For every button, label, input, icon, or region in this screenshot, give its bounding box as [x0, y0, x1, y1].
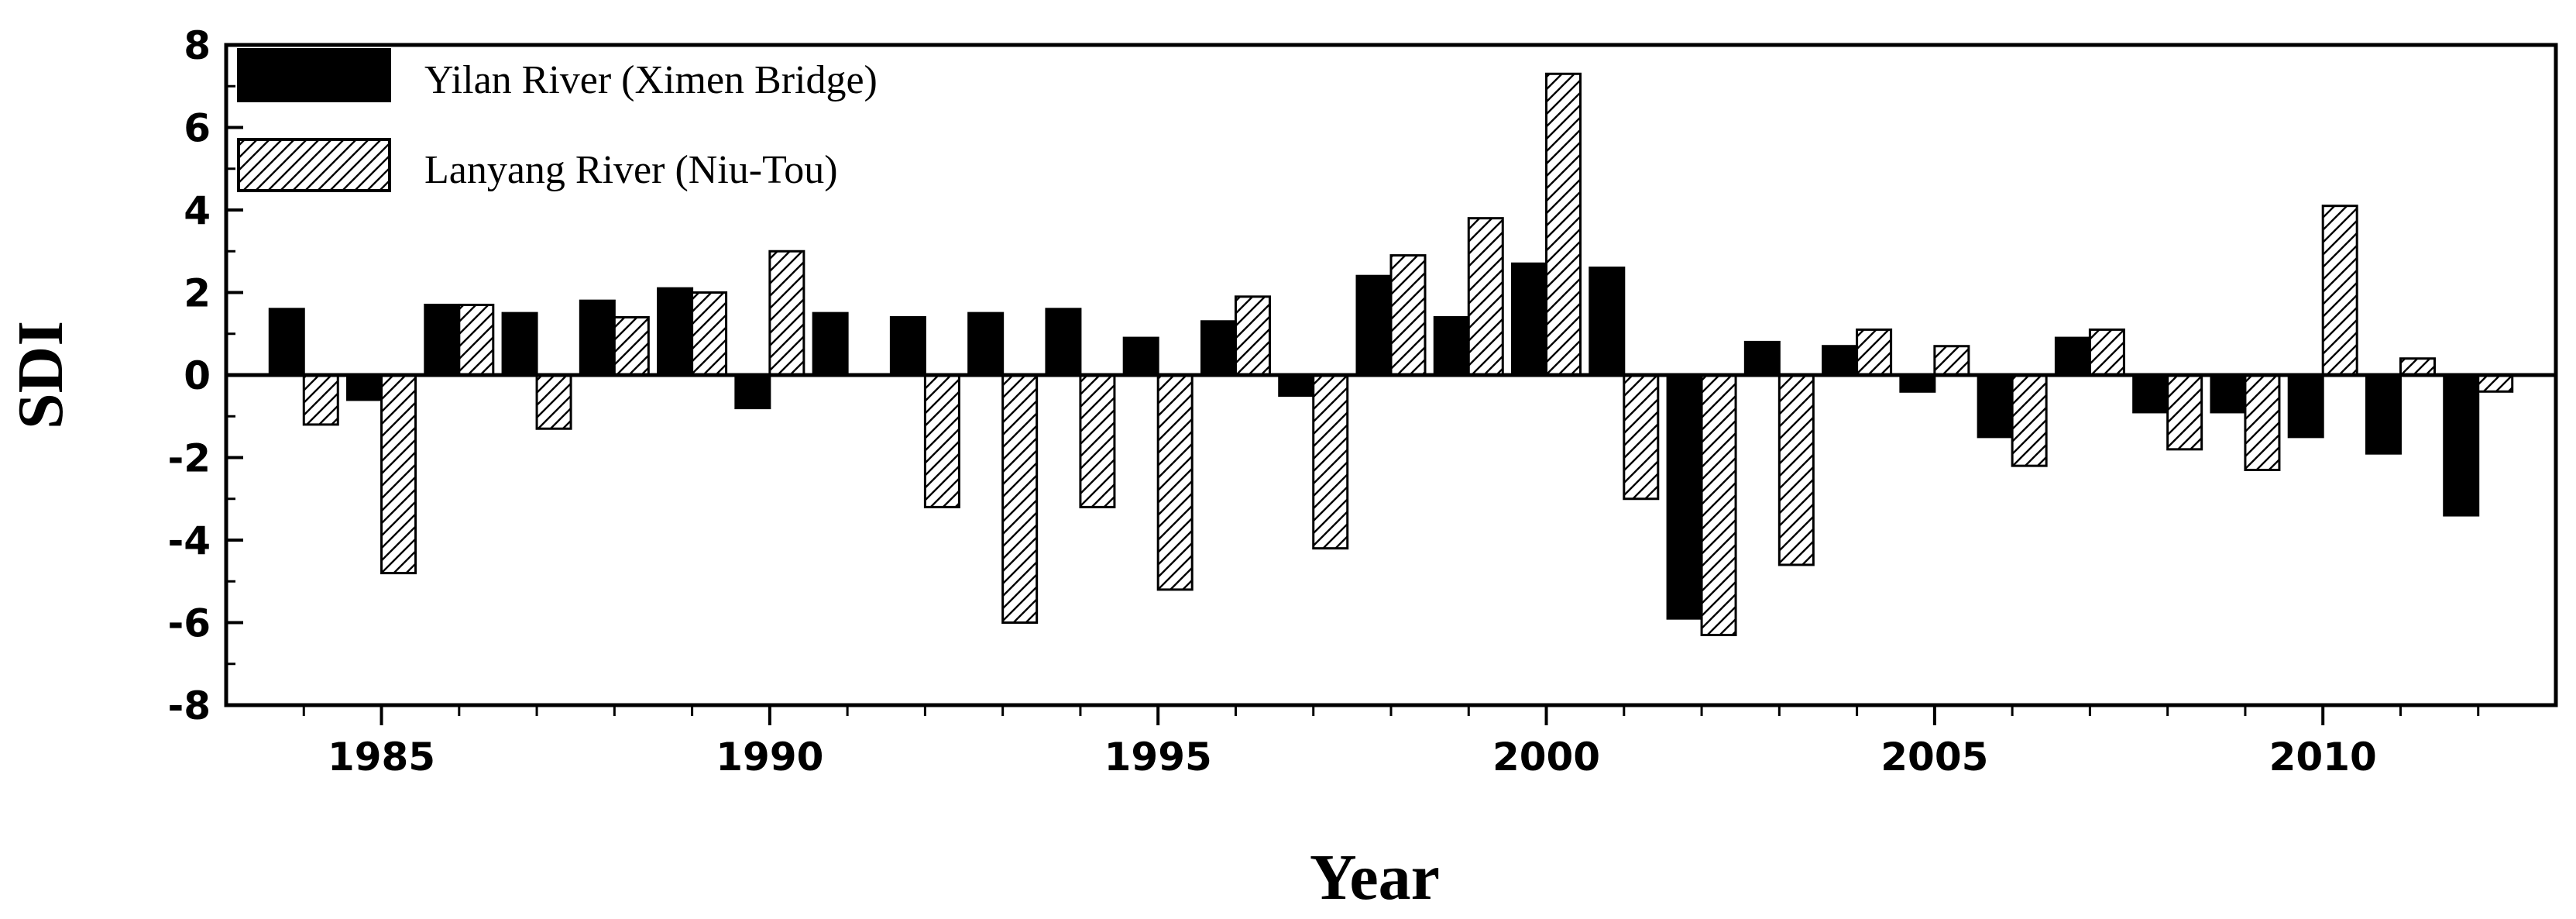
- y-tick-label: 6: [184, 106, 211, 151]
- bar-yilan-1994: [1045, 308, 1082, 377]
- bar-yilan-2001: [1589, 267, 1626, 377]
- bar-lanyang-1996: [1234, 295, 1271, 377]
- bar-yilan-2008: [2132, 373, 2169, 414]
- legend-label-yilan: Yilan River (Ximen Bridge): [424, 58, 878, 102]
- bar-yilan-1999: [1433, 315, 1470, 377]
- bar-lanyang-2005: [1933, 345, 1970, 377]
- bar-marks: [268, 72, 2514, 636]
- y-tick-label: -4: [167, 518, 211, 563]
- bar-yilan-1997: [1278, 373, 1315, 398]
- y-tick-label: -8: [167, 683, 211, 728]
- bar-lanyang-1994: [1079, 373, 1116, 508]
- bar-lanyang-2010: [2321, 205, 2358, 377]
- bar-lanyang-1990: [768, 250, 805, 377]
- legend: Yilan River (Ximen Bridge) Lanyang River…: [237, 48, 878, 192]
- bar-yilan-1995: [1122, 336, 1159, 377]
- bar-yilan-1988: [579, 299, 616, 377]
- bar-yilan-2007: [2054, 336, 2091, 377]
- y-axis-title: SDI: [5, 321, 77, 429]
- bar-lanyang-2008: [2166, 373, 2203, 451]
- y-tick-label: -2: [167, 436, 211, 481]
- bar-yilan-1989: [657, 287, 694, 377]
- bar-lanyang-2012: [2477, 373, 2514, 393]
- bar-yilan-1990: [734, 373, 771, 410]
- bar-lanyang-1986: [458, 303, 495, 377]
- bar-lanyang-2001: [1623, 373, 1660, 501]
- x-tick-label: 1990: [716, 735, 823, 780]
- y-tick-label: 2: [184, 271, 211, 316]
- bar-yilan-1993: [967, 311, 1005, 377]
- bar-lanyang-2002: [1700, 373, 1737, 636]
- bar-lanyang-2000: [1545, 72, 1582, 377]
- x-tick-label: 2010: [2269, 735, 2377, 780]
- bar-yilan-1985: [346, 373, 383, 401]
- bar-lanyang-2011: [2399, 357, 2436, 377]
- legend-swatch-yilan: [237, 48, 391, 102]
- bar-lanyang-1989: [691, 291, 728, 377]
- bar-lanyang-1993: [1001, 373, 1039, 624]
- bar-lanyang-2003: [1777, 373, 1815, 566]
- bar-yilan-2011: [2365, 373, 2402, 455]
- x-axis-title: Year: [1310, 842, 1440, 914]
- bar-lanyang-1995: [1156, 373, 1194, 591]
- bar-yilan-2005: [1899, 373, 1936, 393]
- bar-yilan-1986: [424, 303, 461, 377]
- y-tick-label: 4: [184, 188, 211, 233]
- y-axis-ticks: -8 -6 -4 -2 0 2 4 6 8: [167, 23, 243, 728]
- bar-lanyang-1999: [1467, 217, 1504, 377]
- y-tick-label: 0: [184, 353, 211, 398]
- bar-lanyang-1988: [613, 315, 650, 377]
- legend-label-lanyang: Lanyang River (Niu-Tou): [424, 148, 838, 192]
- bar-lanyang-1984: [302, 373, 339, 426]
- x-axis-ticks: 1985 1990 1995 2000 2005 2010: [302, 705, 2480, 780]
- bar-yilan-2004: [1822, 345, 1859, 377]
- bar-lanyang-2009: [2244, 373, 2281, 471]
- bar-yilan-2002: [1666, 373, 1703, 620]
- bar-yilan-1984: [268, 308, 305, 377]
- bar-yilan-1996: [1200, 320, 1237, 377]
- bar-lanyang-1997: [1312, 373, 1349, 550]
- bar-yilan-2000: [1511, 262, 1548, 377]
- bar-lanyang-1985: [380, 373, 417, 575]
- bar-lanyang-1987: [535, 373, 572, 430]
- bar-yilan-2006: [1977, 373, 2014, 439]
- x-tick-label: 1985: [328, 735, 435, 780]
- legend-swatch-lanyang: [237, 138, 391, 192]
- bar-yilan-1998: [1355, 274, 1393, 377]
- bar-lanyang-1992: [923, 373, 960, 508]
- bar-lanyang-2006: [2011, 373, 2048, 467]
- bar-lanyang-1998: [1389, 254, 1427, 377]
- y-tick-label: 8: [184, 23, 211, 68]
- bar-yilan-2010: [2287, 373, 2324, 439]
- x-tick-label: 1995: [1104, 735, 1212, 780]
- bar-yilan-2003: [1743, 340, 1781, 377]
- bar-lanyang-2007: [2088, 328, 2125, 377]
- y-tick-label: -6: [167, 601, 211, 646]
- bar-lanyang-2004: [1856, 328, 1893, 377]
- x-tick-label: 2000: [1492, 735, 1600, 780]
- bar-yilan-1987: [501, 311, 538, 377]
- bar-yilan-1992: [889, 315, 926, 377]
- bar-yilan-1991: [812, 311, 849, 377]
- x-tick-label: 2005: [1880, 735, 1988, 780]
- bar-yilan-2009: [2210, 373, 2247, 414]
- bar-yilan-2012: [2443, 373, 2480, 517]
